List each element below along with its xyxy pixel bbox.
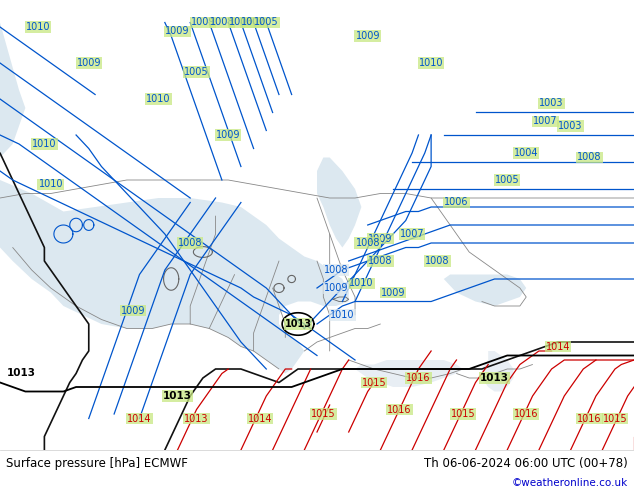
Text: 1007: 1007 [242,18,266,27]
Text: 1013: 1013 [285,319,311,329]
Text: 1010: 1010 [419,58,443,68]
Text: 1009: 1009 [381,288,405,297]
Text: 1008: 1008 [324,265,348,275]
Text: 1004: 1004 [514,148,538,158]
Text: Th 06-06-2024 06:00 UTC (00+78): Th 06-06-2024 06:00 UTC (00+78) [424,457,628,470]
Text: 1005: 1005 [495,175,519,185]
Text: 1009: 1009 [368,234,392,244]
Text: 1014: 1014 [127,414,152,423]
Text: 1010: 1010 [330,310,354,320]
Text: 1015: 1015 [451,409,475,419]
Polygon shape [355,360,463,387]
Text: 1007: 1007 [400,229,424,239]
Polygon shape [0,157,349,373]
Text: 1010: 1010 [349,278,373,289]
Text: 1008: 1008 [578,152,602,163]
Text: 1016: 1016 [387,405,411,415]
Text: 1009: 1009 [324,283,348,293]
Text: ©weatheronline.co.uk: ©weatheronline.co.uk [512,478,628,488]
Text: 1009: 1009 [191,18,215,27]
Text: 1008: 1008 [425,256,450,266]
Polygon shape [317,157,361,247]
Text: 1013: 1013 [163,391,192,401]
Text: 1009: 1009 [216,130,240,140]
Text: 1010: 1010 [26,22,50,32]
Text: 1013: 1013 [184,414,209,423]
Text: 1013: 1013 [6,368,36,378]
Text: Surface pressure [hPa] ECMWF: Surface pressure [hPa] ECMWF [6,457,188,470]
Text: 1013: 1013 [480,373,509,383]
Text: 1015: 1015 [603,414,627,423]
Text: 1003: 1003 [540,98,564,108]
Text: 1014: 1014 [546,342,570,351]
Text: 1008: 1008 [356,238,380,248]
Text: 1006: 1006 [444,197,469,207]
Text: 1009: 1009 [77,58,101,68]
Text: 1010: 1010 [32,139,56,149]
Text: 1015: 1015 [311,409,335,419]
Text: 1016: 1016 [578,414,602,423]
Text: 1008: 1008 [368,256,392,266]
Text: 1010: 1010 [39,179,63,190]
Polygon shape [482,351,514,392]
Text: 1009: 1009 [165,26,190,36]
Text: 1014: 1014 [248,414,272,423]
Text: 1009: 1009 [356,31,380,41]
Text: 1005: 1005 [254,18,278,27]
Text: 1003: 1003 [559,121,583,131]
Text: 1016: 1016 [514,409,538,419]
Text: 1010: 1010 [146,94,171,104]
Text: 1008: 1008 [210,18,234,27]
Text: 1008: 1008 [178,238,202,248]
Text: 1006: 1006 [229,18,253,27]
Text: 1007: 1007 [533,117,557,126]
Polygon shape [444,274,526,306]
Text: 1009: 1009 [121,305,145,316]
Text: 1016: 1016 [406,373,430,383]
Text: 1015: 1015 [362,377,386,388]
Polygon shape [0,0,25,157]
Text: 1005: 1005 [184,67,209,77]
